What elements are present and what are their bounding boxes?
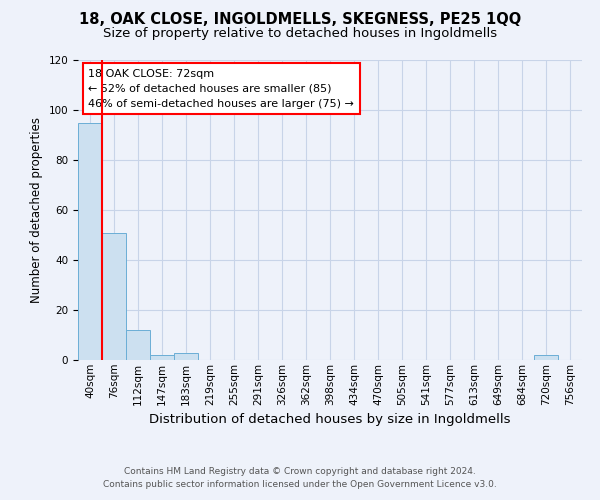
Y-axis label: Number of detached properties: Number of detached properties [30,117,43,303]
Bar [534,355,558,360]
Text: 18 OAK CLOSE: 72sqm
← 52% of detached houses are smaller (85)
46% of semi-detach: 18 OAK CLOSE: 72sqm ← 52% of detached ho… [88,69,354,108]
Text: 18, OAK CLOSE, INGOLDMELLS, SKEGNESS, PE25 1QQ: 18, OAK CLOSE, INGOLDMELLS, SKEGNESS, PE… [79,12,521,28]
Text: Size of property relative to detached houses in Ingoldmells: Size of property relative to detached ho… [103,28,497,40]
Bar [78,122,102,360]
X-axis label: Distribution of detached houses by size in Ingoldmells: Distribution of detached houses by size … [149,413,511,426]
Bar [102,232,126,360]
Bar [126,330,150,360]
Text: Contains public sector information licensed under the Open Government Licence v3: Contains public sector information licen… [103,480,497,489]
Bar [150,355,174,360]
Bar [174,352,198,360]
Text: Contains HM Land Registry data © Crown copyright and database right 2024.: Contains HM Land Registry data © Crown c… [124,467,476,476]
